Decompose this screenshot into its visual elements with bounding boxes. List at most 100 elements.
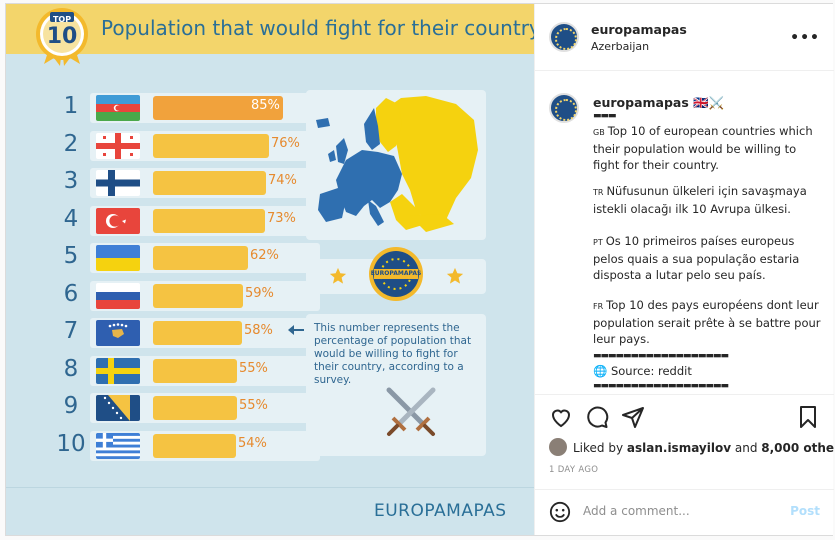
infographic-title: Population that would fight for their co… <box>101 16 534 40</box>
caption: europamapas 🇬🇧⚔️ ▬▬▬ GB Top 10 of europea… <box>535 71 834 395</box>
percent-label: 76% <box>271 135 300 151</box>
flag-icon <box>96 245 140 271</box>
percent-bar <box>153 208 265 233</box>
rank-number: 1 <box>63 93 79 119</box>
likes-prefix: Liked by <box>573 441 627 455</box>
top10-badge-icon <box>36 8 88 66</box>
title-banner <box>6 4 534 54</box>
flag-icon <box>96 282 140 309</box>
rank-number: 3 <box>63 168 79 194</box>
percent-label: 55% <box>239 398 268 413</box>
percent-label: 59% <box>245 285 274 301</box>
share-icon[interactable] <box>621 405 645 429</box>
rank-number: 10 <box>56 430 86 457</box>
percent-bar <box>153 96 283 120</box>
comment-icon[interactable] <box>585 405 609 429</box>
rank-number: 9 <box>63 393 79 419</box>
post-comment-button[interactable]: Post <box>790 504 820 518</box>
percent-label: 54% <box>238 435 267 451</box>
europamapas-logo-icon <box>369 247 423 301</box>
caption-avatar[interactable] <box>549 93 579 123</box>
percent-bar <box>153 433 236 458</box>
arrow-left-icon <box>288 325 304 335</box>
footer-band <box>6 487 534 535</box>
percent-bar <box>153 396 237 420</box>
badge-number: 10 <box>46 24 78 49</box>
percent-label: 58% <box>244 323 273 338</box>
country-code: PT <box>593 238 603 247</box>
percent-bar <box>153 321 242 345</box>
percent-bar <box>153 133 269 158</box>
post-frame: TOP 10 Population that would fight for t… <box>5 3 835 536</box>
rank-number: 4 <box>63 205 79 232</box>
more-horizontal-icon[interactable]: ••• <box>790 30 820 46</box>
rank-number: 7 <box>63 318 79 344</box>
map-card <box>306 90 486 240</box>
caption-username-suffix: 🇬🇧⚔️ <box>693 95 725 110</box>
post-side-panel: europamapas Azerbaijan ••• europamapas 🇬… <box>534 4 835 535</box>
percent-bar <box>153 283 243 308</box>
caption-separator-top: ▬▬▬ <box>593 111 617 121</box>
comment-input[interactable] <box>583 504 773 518</box>
rank-number: 2 <box>63 130 79 157</box>
caption-block: FR Top 10 des pays européens dont leur po… <box>593 297 823 347</box>
note-text: This number represents the percentage of… <box>314 322 472 386</box>
flag-icon <box>96 207 140 234</box>
action-bar <box>535 399 834 439</box>
header-username[interactable]: europamapas <box>591 22 687 37</box>
header-location[interactable]: Azerbaijan <box>591 40 650 53</box>
likes-user[interactable]: aslan.ismayilov <box>626 441 732 455</box>
percent-bar <box>153 358 237 383</box>
caption-username[interactable]: europamapas 🇬🇧⚔️ <box>593 95 724 111</box>
bookmark-icon[interactable] <box>796 405 820 429</box>
avatar[interactable] <box>549 22 579 52</box>
likes-middle: and <box>731 441 762 455</box>
footer-brand: EUROPAMAPAS <box>374 501 507 521</box>
post-age[interactable]: 1 DAY AGO <box>549 465 599 475</box>
caption-block-text: Top 10 des pays européens dont leur popu… <box>593 298 821 346</box>
flag-icon <box>96 170 140 196</box>
star-icon <box>446 267 464 284</box>
caption-block-text: Nüfusunun ülkeleri için savaşmaya istekl… <box>593 184 807 216</box>
star-icon <box>329 267 347 284</box>
comment-bar: Post <box>535 489 834 535</box>
caption-block: TR Nüfusunun ülkeleri için savaşmaya iste… <box>593 183 823 217</box>
crossed-swords-icon <box>386 387 436 436</box>
flag-icon <box>96 132 140 159</box>
rank-number: 6 <box>63 280 79 307</box>
caption-block-text: Top 10 of european countries which their… <box>593 124 813 172</box>
caption-source: 🌐 Source: reddit <box>593 364 692 378</box>
percent-label: 85% <box>251 98 280 113</box>
caption-separator: ▬▬▬▬▬▬▬▬▬▬▬▬▬▬▬▬▬▬ <box>593 351 729 361</box>
europe-map-icon <box>316 96 478 232</box>
percent-bar <box>153 171 266 195</box>
rank-number: 5 <box>63 243 79 269</box>
flag-icon <box>96 357 140 384</box>
likes-count[interactable]: 8,000 others <box>761 441 835 455</box>
post-image[interactable]: TOP 10 Population that would fight for t… <box>6 4 534 535</box>
emoji-icon[interactable] <box>549 501 571 523</box>
percent-label: 55% <box>239 360 268 376</box>
note-card <box>306 314 486 456</box>
badge-top-label: TOP <box>52 15 72 24</box>
percent-bar <box>153 246 248 270</box>
likes-summary: Liked by aslan.ismayilov and 8,000 other… <box>573 441 835 455</box>
flag-icon <box>96 432 140 459</box>
percent-label: 74% <box>268 173 297 188</box>
flag-icon <box>96 320 140 346</box>
caption-username-text[interactable]: europamapas <box>593 95 689 110</box>
liker-avatar[interactable] <box>549 438 567 456</box>
caption-block-text: Os 10 primeiros países europeus pelos qu… <box>593 234 800 282</box>
logo-text: EUROPAMAPAS <box>370 270 422 277</box>
heart-icon[interactable] <box>549 405 573 429</box>
rank-number: 8 <box>63 355 79 382</box>
country-code: TR <box>593 188 604 197</box>
country-code: FR <box>593 302 604 311</box>
caption-block: PT Os 10 primeiros países europeus pelos … <box>593 233 823 283</box>
percent-label: 73% <box>267 210 296 226</box>
country-code: GB <box>593 128 605 137</box>
caption-block: GB Top 10 of european countries which the… <box>593 123 823 173</box>
flag-icon <box>96 395 140 421</box>
percent-label: 62% <box>250 248 279 263</box>
flag-icon <box>96 95 140 121</box>
